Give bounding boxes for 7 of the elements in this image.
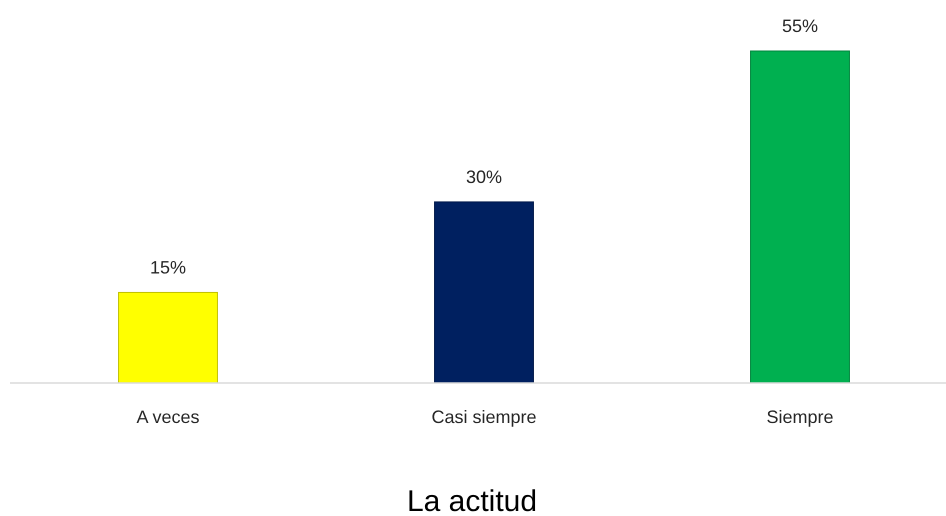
data-label: 15% (150, 257, 186, 278)
x-tick-label: A veces (136, 407, 200, 427)
x-axis-title: La actitud (406, 485, 538, 516)
data-label: 30% (466, 166, 502, 187)
x-tick-label: Siempre (766, 407, 834, 427)
x-tick-label: Casi siempre (431, 407, 537, 427)
data-label: 55% (782, 16, 818, 36)
